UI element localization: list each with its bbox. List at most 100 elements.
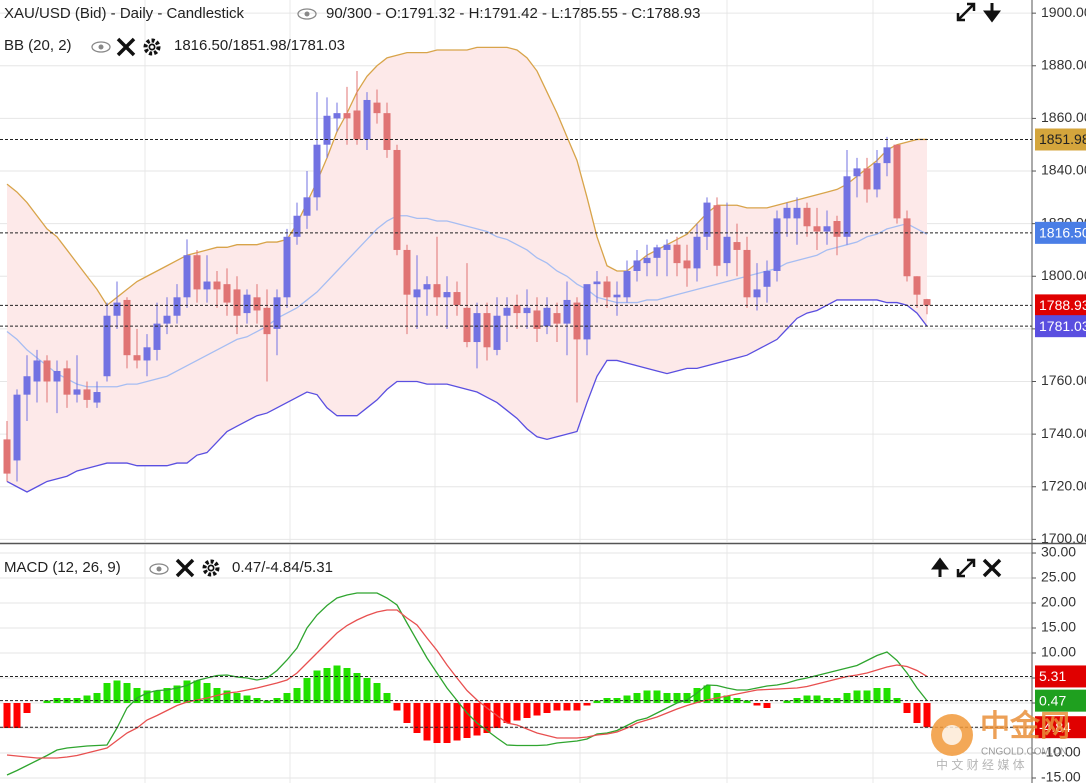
candle-body	[413, 289, 421, 298]
eye-icon[interactable]	[149, 563, 169, 575]
histogram-bar	[413, 703, 421, 733]
histogram-bar	[763, 703, 771, 708]
up-icon[interactable]	[931, 557, 949, 577]
remove-icon[interactable]	[116, 37, 136, 57]
histogram-bar	[503, 703, 511, 723]
indicator-values: 1816.50/1851.98/1781.03	[174, 37, 345, 54]
candle-body	[893, 144, 901, 219]
price-tag-label: 0.47	[1039, 692, 1066, 708]
candle-body	[763, 271, 771, 287]
candle-body	[523, 307, 531, 314]
candle-body	[593, 281, 601, 285]
candle-body	[263, 307, 271, 335]
candle-body	[803, 207, 811, 227]
histogram-bar	[433, 703, 441, 743]
candle-body	[253, 297, 261, 311]
histogram-bar	[303, 678, 311, 703]
histogram-bar	[283, 693, 291, 703]
y-tick-label: 1720.00	[1041, 477, 1086, 493]
histogram-bar	[363, 678, 371, 703]
indicator-name: MACD (12, 26, 9)	[4, 559, 121, 576]
histogram-bar	[353, 673, 361, 703]
candle-body	[343, 113, 351, 119]
histogram-bar	[643, 690, 651, 703]
histogram-bar	[223, 690, 231, 703]
y-tick-label: -15.00	[1041, 769, 1081, 783]
candle-body	[743, 249, 751, 298]
histogram-bar	[743, 700, 751, 703]
y-tick-label: 1840.00	[1041, 162, 1086, 178]
candle-body	[33, 360, 41, 382]
remove-icon[interactable]	[175, 558, 195, 578]
candle-body	[303, 197, 311, 216]
y-tick-label: 1760.00	[1041, 372, 1086, 388]
histogram-bar	[83, 695, 91, 703]
candle-body	[233, 289, 241, 316]
histogram-bar	[653, 690, 661, 703]
candle-body	[533, 310, 541, 329]
histogram-bar	[193, 680, 201, 703]
histogram-bar	[543, 703, 551, 713]
candle-body	[223, 284, 231, 303]
eye-icon[interactable]	[297, 8, 317, 20]
expand-icon[interactable]	[956, 558, 976, 578]
candle-body	[543, 307, 551, 327]
settings-icon[interactable]	[143, 38, 161, 56]
candle-body	[683, 260, 691, 269]
histogram-bar	[243, 695, 251, 703]
price-tag	[1035, 665, 1086, 688]
y-tick-label: 15.00	[1041, 619, 1076, 635]
histogram-bar	[43, 700, 51, 703]
candle-body	[93, 392, 101, 403]
histogram-bar	[233, 693, 241, 703]
y-tick-label: 25.00	[1041, 569, 1076, 585]
candle-body	[873, 163, 881, 190]
histogram-bar	[323, 668, 331, 703]
y-tick-label: 1740.00	[1041, 425, 1086, 441]
histogram-bar	[3, 703, 11, 728]
candle-body	[583, 284, 591, 340]
histogram-bar	[173, 685, 181, 703]
candle-body	[163, 315, 171, 324]
candle-body	[293, 215, 301, 237]
histogram-bar	[423, 703, 431, 741]
y-tick-label: 1800.00	[1041, 267, 1086, 283]
histogram-bar	[803, 695, 811, 703]
candle-body	[753, 289, 761, 298]
price-tag	[1035, 716, 1086, 739]
histogram-bar	[263, 700, 271, 703]
histogram-bar	[573, 703, 581, 711]
histogram-bar	[903, 703, 911, 713]
expand-icon[interactable]	[956, 2, 976, 22]
candle-body	[733, 242, 741, 250]
candle-body	[143, 347, 151, 361]
candle-body	[373, 102, 381, 114]
candle-body	[213, 281, 221, 290]
eye-icon[interactable]	[91, 41, 111, 53]
histogram-bar	[853, 690, 861, 703]
candle-body	[363, 99, 371, 140]
candle-body	[813, 226, 821, 232]
candle-body	[153, 323, 161, 350]
price-tag-label: 1851.98	[1039, 131, 1086, 147]
candle-body	[843, 176, 851, 237]
histogram-bar	[383, 693, 391, 703]
settings-icon[interactable]	[202, 559, 220, 577]
histogram-bar	[513, 703, 521, 721]
price-tag	[1035, 221, 1086, 244]
histogram-bar	[723, 695, 731, 703]
candle-body	[3, 439, 11, 474]
candle-body	[713, 205, 721, 266]
price-tag-label: -4.84	[1039, 719, 1071, 735]
down-icon[interactable]	[983, 3, 1001, 23]
candle-body	[473, 313, 481, 343]
histogram-bar	[923, 703, 931, 728]
close-icon[interactable]	[982, 558, 1002, 578]
candle-body	[503, 307, 511, 316]
candle-body	[73, 389, 81, 395]
candle-body	[463, 307, 471, 343]
watermark-logo	[942, 725, 962, 745]
y-tick-label: 10.00	[1041, 644, 1076, 660]
price-tags: 1851.98 1816.50 1788.93 1781.03 5.31 0.47 -4.8…	[1035, 128, 1086, 739]
